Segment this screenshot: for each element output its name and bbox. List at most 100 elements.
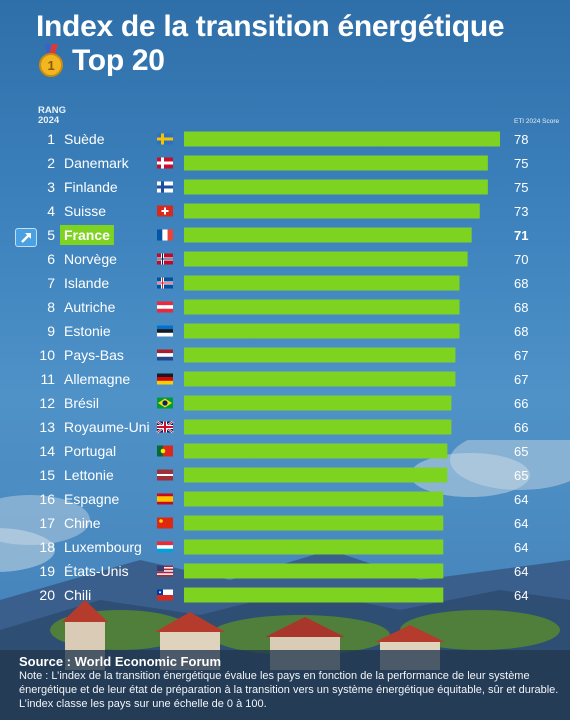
country-label: France xyxy=(64,227,110,243)
rank-label: 1 xyxy=(47,131,55,147)
rank-label: 18 xyxy=(39,539,55,555)
chart-row: 10 Pays-Bas 67 xyxy=(39,347,528,363)
country-label: Autriche xyxy=(64,299,116,315)
flag-icon-fr xyxy=(157,229,173,241)
flag-icon-de xyxy=(157,373,173,385)
country-label: Suède xyxy=(64,131,105,147)
country-label: Islande xyxy=(64,275,109,291)
chart-row: 14 Portugal 65 xyxy=(39,443,528,459)
rank-label: 13 xyxy=(39,419,55,435)
chart-row: 20 Chili 64 xyxy=(39,587,528,603)
bar xyxy=(184,251,468,267)
bar xyxy=(184,203,480,219)
score-label: 67 xyxy=(514,348,528,363)
flag-icon-fi xyxy=(157,181,173,193)
score-label: 75 xyxy=(514,156,528,171)
score-label: 75 xyxy=(514,180,528,195)
bar xyxy=(184,563,444,579)
chart-row: 5 France 71 xyxy=(47,225,528,245)
country-label: Luxembourg xyxy=(64,539,142,555)
footer-panel xyxy=(0,650,570,720)
country-label: Brésil xyxy=(64,395,99,411)
flag-icon-lv xyxy=(157,469,173,481)
country-label: Lettonie xyxy=(64,467,114,483)
chart-title: Index de la transition énergétique 1 Top… xyxy=(36,10,556,78)
country-label: Suisse xyxy=(64,203,106,219)
rank-label: 2 xyxy=(47,155,55,171)
bar xyxy=(184,155,488,171)
flag-icon-is xyxy=(157,277,173,289)
highlight-box xyxy=(60,225,114,245)
rank-label: 19 xyxy=(39,563,55,579)
rank-label: 17 xyxy=(39,515,55,531)
chart-row: 6 Norvège 70 xyxy=(47,251,528,267)
chart-row: 12 Brésil 66 xyxy=(39,395,528,411)
country-label: Chili xyxy=(64,587,91,603)
country-label: Royaume-Uni xyxy=(64,419,150,435)
chart-row: 9 Estonie 68 xyxy=(47,323,528,339)
country-label: Chine xyxy=(64,515,101,531)
score-label: 65 xyxy=(514,468,528,483)
rank-label: 20 xyxy=(39,587,55,603)
country-label: Allemagne xyxy=(64,371,130,387)
rank-header-label: RANG xyxy=(38,105,66,116)
bar xyxy=(184,347,456,363)
chart-row: 16 Espagne 64 xyxy=(39,491,528,507)
country-label: Finlande xyxy=(64,179,118,195)
flag-icon-cn xyxy=(157,517,173,529)
rank-label: 12 xyxy=(39,395,55,411)
bar xyxy=(184,227,472,243)
bar xyxy=(184,299,460,315)
country-label: États-Unis xyxy=(64,563,129,579)
flag-icon-pt xyxy=(157,445,173,457)
score-header: ETI 2024 Score xyxy=(514,118,560,125)
score-label: 64 xyxy=(514,564,528,579)
rank-label: 8 xyxy=(47,299,55,315)
chart-row: 13 Royaume-Uni 66 xyxy=(39,419,528,435)
score-label: 70 xyxy=(514,252,528,267)
bar xyxy=(184,539,444,555)
score-label: 68 xyxy=(514,300,528,315)
rank-label: 11 xyxy=(40,371,55,387)
source-text: Source : World Economic Forum xyxy=(19,654,222,669)
rank-label: 16 xyxy=(39,491,55,507)
bar xyxy=(184,323,460,339)
country-label: Norvège xyxy=(64,251,117,267)
title-line-2-row: 1 Top 20 xyxy=(36,44,556,78)
rank-label: 7 xyxy=(47,275,55,291)
country-label: Estonie xyxy=(64,323,111,339)
flag-icon-at xyxy=(157,301,173,313)
score-label: 68 xyxy=(514,276,528,291)
score-label: 67 xyxy=(514,372,528,387)
flag-icon-nl xyxy=(157,349,173,361)
rank-label: 10 xyxy=(39,347,55,363)
rank-label: 5 xyxy=(47,227,55,243)
chart-row: 15 Lettonie 65 xyxy=(39,467,528,483)
bar xyxy=(184,515,444,531)
bar xyxy=(184,275,460,291)
score-label: 68 xyxy=(514,324,528,339)
score-label: 71 xyxy=(514,228,528,243)
medal-icon: 1 xyxy=(36,44,66,78)
bar xyxy=(184,395,452,411)
note-text: Note : L’index de la transition énergéti… xyxy=(19,670,559,710)
flag-icon-es xyxy=(157,493,173,505)
rank-label: 6 xyxy=(47,251,55,267)
score-label: 64 xyxy=(514,492,528,507)
flag-icon-br xyxy=(157,397,173,409)
bar xyxy=(184,371,456,387)
flag-icon-gb xyxy=(156,420,174,434)
bar xyxy=(184,443,448,459)
rank-label: 14 xyxy=(39,443,55,459)
flag-icon-lu xyxy=(157,541,173,553)
score-label: 64 xyxy=(514,516,528,531)
rank-label: 9 xyxy=(47,323,55,339)
arrow-icon xyxy=(15,228,37,247)
flag-icon-no xyxy=(157,253,173,265)
flag-icon-us xyxy=(157,565,173,577)
score-label: 64 xyxy=(514,540,528,555)
flag-icon-ch xyxy=(157,205,173,217)
bar xyxy=(184,179,488,195)
flag-icon-ee xyxy=(157,325,173,337)
